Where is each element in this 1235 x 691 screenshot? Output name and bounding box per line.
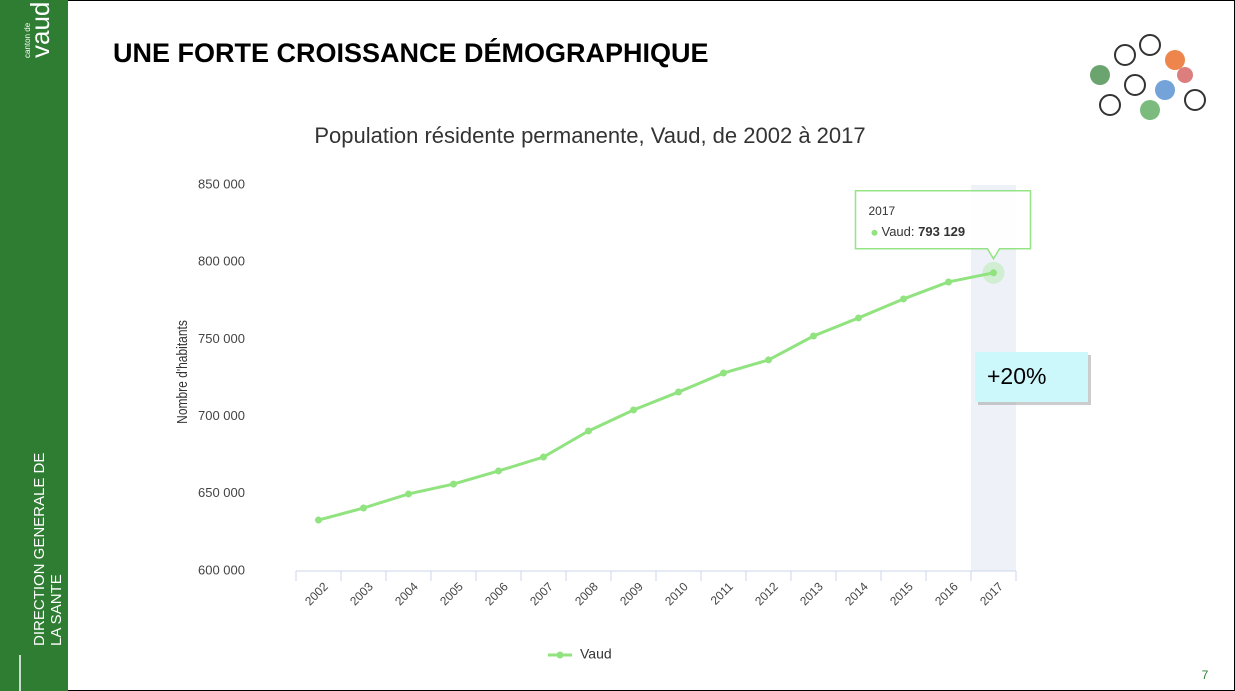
- chart-title: Population résidente permanente, Vaud, d…: [314, 123, 865, 148]
- tooltip-box: [854, 190, 1032, 261]
- logo-big: vaud: [25, 2, 55, 58]
- tooltip-bullet: [871, 229, 878, 236]
- data-point: [360, 504, 367, 512]
- sidebar: [0, 0, 68, 691]
- data-point: [405, 490, 412, 498]
- data-point: [765, 356, 772, 364]
- tooltip-value: 793 129: [918, 224, 965, 239]
- y-tick-label: 700 000: [198, 408, 245, 423]
- y-tick-label: 600 000: [198, 562, 245, 577]
- tooltip-series: Vaud: [882, 224, 911, 239]
- y-tick-label: 850 000: [198, 176, 245, 191]
- logo-small: canton de: [23, 22, 32, 58]
- people-icon: [1090, 34, 1206, 120]
- data-point: [990, 269, 997, 277]
- data-point: [675, 388, 682, 396]
- series-line: [318, 271, 994, 522]
- legend-label: Vaud: [580, 646, 612, 662]
- sidebar-line: LA SANTE: [48, 574, 65, 646]
- sidebar-text: DIRECTION GENERALE DE LA SANTE: [31, 453, 65, 646]
- data-point: [945, 278, 952, 286]
- data-point: [585, 427, 592, 435]
- sidebar-line: DIRECTION GENERALE DE: [31, 453, 48, 646]
- data-point: [900, 295, 907, 303]
- page-number: 7: [1202, 668, 1209, 682]
- annotation-box: [975, 352, 1088, 402]
- data-point: [315, 516, 322, 524]
- legend-dot: [556, 651, 564, 659]
- slide-title: UNE FORTE CROISSANCE DÉMOGRAPHIQUE: [113, 37, 709, 68]
- y-tick-label: 750 000: [198, 331, 245, 346]
- tooltip: 2017 Vaud: 793 129: [854, 190, 1032, 261]
- data-point: [720, 369, 727, 377]
- data-point: [855, 314, 862, 322]
- data-point: [495, 467, 502, 475]
- tooltip-text: Vaud: 793 129: [882, 224, 966, 239]
- tooltip-colon: :: [911, 224, 918, 239]
- logo: canton de vaud: [23, 2, 55, 58]
- annotation: +20%: [987, 363, 1046, 389]
- y-tick-label: 800 000: [198, 254, 245, 269]
- tooltip-category: 2017: [869, 204, 896, 218]
- y-tick-label: 650 000: [198, 485, 245, 500]
- data-point: [450, 480, 457, 488]
- y-axis-label: Nombre d'habitants: [174, 320, 191, 424]
- data-point: [540, 453, 547, 461]
- data-point: [810, 332, 817, 340]
- data-point: [630, 406, 637, 414]
